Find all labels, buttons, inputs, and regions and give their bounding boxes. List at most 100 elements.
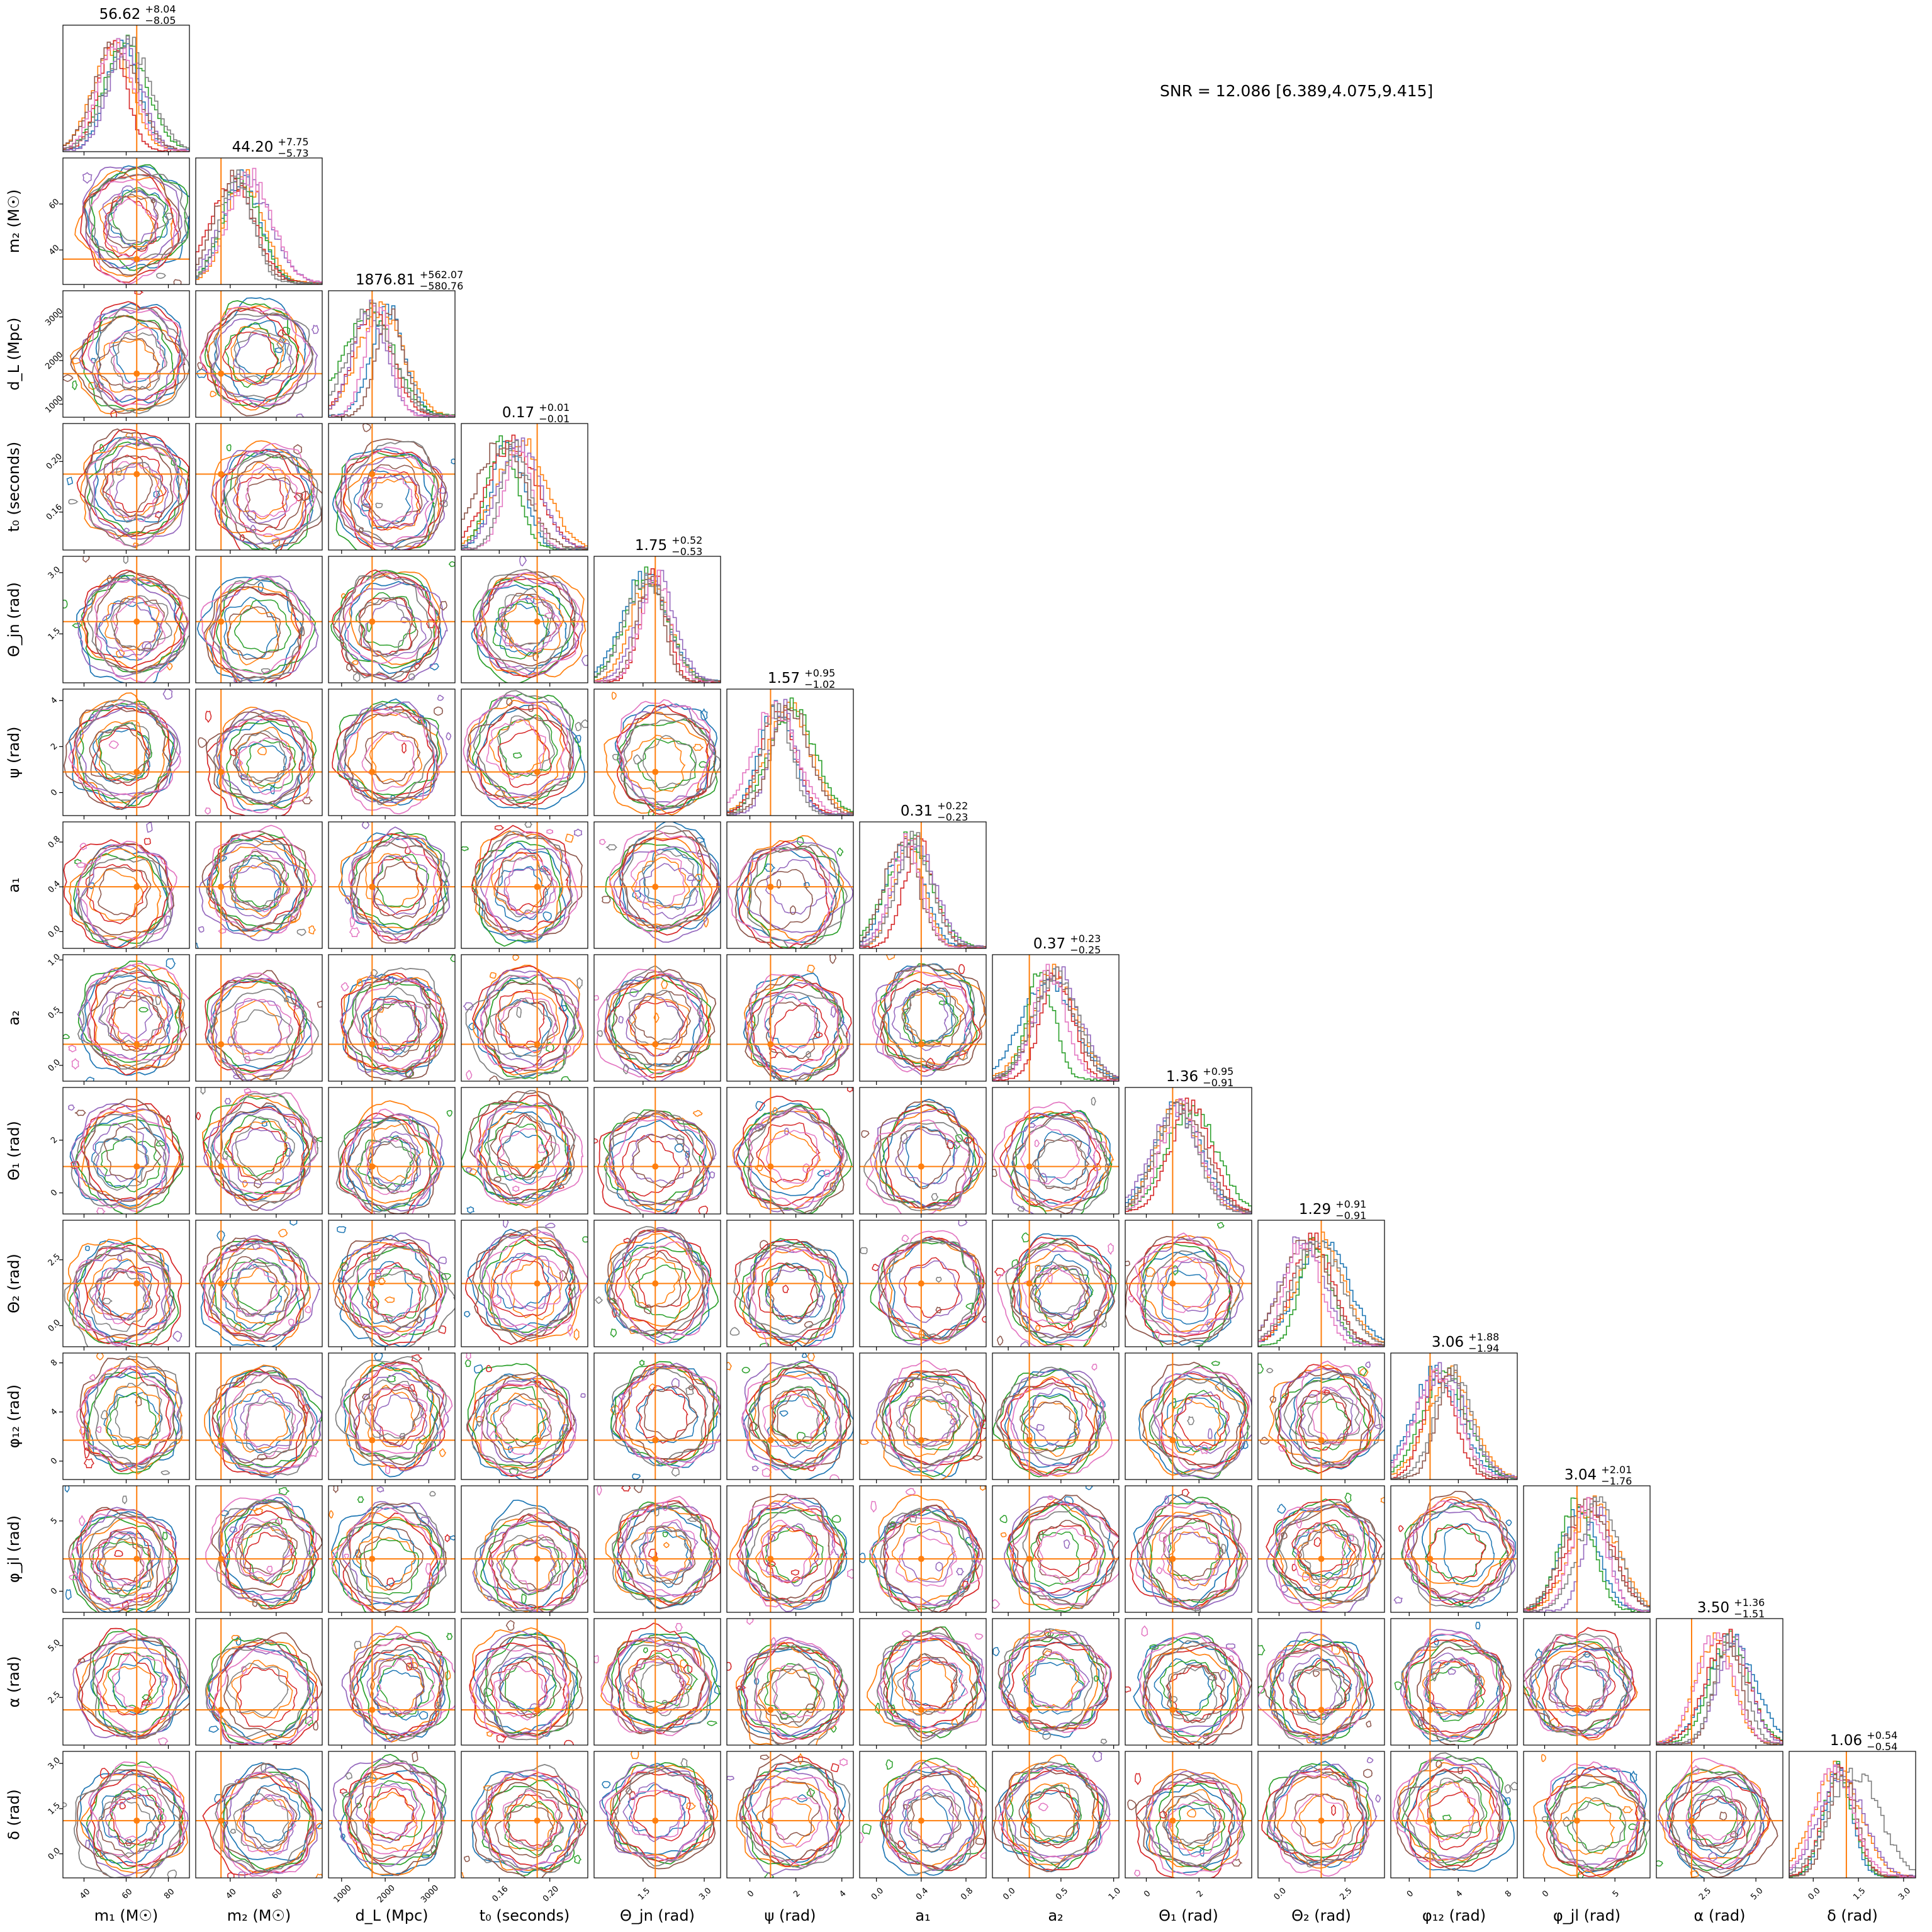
contour-inner-series-2: [490, 1392, 547, 1451]
contour-outer-series-6: [1524, 1641, 1629, 1732]
panel-frame: [328, 688, 456, 816]
contour-inner-series-7: [228, 1517, 295, 1576]
contour-inner-series-1: [491, 1253, 551, 1310]
contour-outer-series-6: [204, 308, 314, 417]
contour-outer-series-1: [200, 1241, 301, 1347]
contour-outer-series-8: [607, 1226, 705, 1334]
contour-inner-series-6: [490, 1113, 554, 1178]
contour-inner-series-5: [765, 859, 828, 915]
contour-psi-phijl: [726, 1485, 854, 1616]
x-axis-label-m1: m₁ (M☉): [94, 1907, 159, 1924]
y-tick-label-delta: 3.0: [47, 1756, 62, 1772]
contour-outer-series-8: [748, 991, 848, 1081]
contour-inner-series-4: [222, 331, 279, 385]
contour-inner-series-8: [1026, 1784, 1081, 1839]
y-axis-label-theta1: Θ₁ (rad): [5, 1121, 23, 1181]
title-plus-theta2: +0.91: [1335, 1198, 1366, 1210]
title-minus-psi: −1.02: [804, 678, 835, 690]
contour-outer-series-4: [736, 1505, 846, 1603]
contour-outer-series-7: [88, 1761, 186, 1868]
x-axis-label-thetajn: Θ_jn (rad): [620, 1907, 695, 1924]
contour-inner-series-4: [633, 1790, 691, 1841]
injection-point: [1026, 1280, 1033, 1287]
contour-inner-series-3: [359, 1539, 419, 1595]
contour-inner-series-7: [376, 1658, 435, 1716]
contour-inner-series-7: [1038, 1527, 1099, 1585]
contour-inner-series-5: [1685, 1794, 1748, 1847]
hist-series-7: [1656, 1632, 1783, 1745]
contour-inner-series-3: [233, 599, 291, 653]
contour-inner-series-5: [102, 185, 158, 245]
contour-inner-series-8: [631, 1525, 692, 1584]
x-tick-label-thetajn: 3.0: [697, 1886, 713, 1902]
contour-outer-series-6: [620, 712, 716, 809]
contour-outer-series-2: [1534, 1642, 1638, 1741]
contour-outer-series-5: [1548, 1767, 1646, 1867]
contour-outer-series-3: [611, 1632, 721, 1728]
contour-inner-series-2: [630, 996, 690, 1051]
contour-inner-series-5: [98, 1530, 155, 1587]
contour-outer-series-8: [747, 844, 848, 948]
contour-outer-series-1: [1140, 1250, 1233, 1346]
contour-outer-series-8: [225, 453, 322, 545]
contour-outer-series-6: [1142, 1361, 1247, 1466]
contour-inner-series-6: [906, 1653, 958, 1716]
contour-inner-series-7: [111, 1651, 165, 1710]
y-tick-label-alpha: 5.0: [47, 1638, 62, 1654]
contour-inner-series-4: [227, 1126, 288, 1181]
contour-inner-series-6: [628, 1250, 683, 1308]
contour-inner-series-5: [363, 601, 427, 656]
contour-inner-series-5: [373, 855, 428, 916]
contour-outer-series-7: [1402, 1632, 1502, 1739]
contour-psi-phi12: [726, 1352, 854, 1483]
contour-t0-a1: [461, 821, 588, 952]
contour-outer-series-5: [342, 1501, 446, 1605]
contour-inner-series-3: [243, 1521, 297, 1585]
contour-inner-series-2: [233, 1267, 290, 1327]
panel-frame: [859, 821, 987, 949]
contour-t0-psi: [461, 688, 588, 819]
contour-outer-series-8: [77, 1512, 172, 1612]
contour-outer-series-8: [87, 173, 189, 261]
contour-outer-series-3: [226, 721, 317, 809]
contour-outer-series-8: [1270, 1648, 1362, 1745]
panel-frame: [992, 1751, 1120, 1879]
panel-frame: [1257, 1751, 1385, 1879]
contour-outer-series-2: [67, 1238, 170, 1340]
contour-inner-series-6: [232, 732, 293, 784]
contour-t0-theta1: [461, 1087, 588, 1218]
panel-frame: [328, 1352, 456, 1480]
contour-outer-series-8: [620, 717, 721, 809]
contour-inner-series-8: [232, 1009, 293, 1062]
title-minus-m2: −5.73: [278, 147, 309, 159]
injection-point: [767, 884, 774, 890]
injection-point: [534, 1706, 541, 1713]
contour-outer-series-3: [71, 1516, 177, 1612]
contour-outer-series-5: [210, 976, 305, 1081]
hist-series-6: [1789, 1766, 1916, 1878]
panel-frame: [859, 954, 987, 1082]
contour-outer-series-5: [745, 1247, 843, 1340]
hist-series-5: [594, 570, 721, 683]
title-plus-phijl: +2.01: [1601, 1464, 1632, 1476]
contour-inner-series-7: [1291, 1793, 1345, 1854]
contour-inner-series-8: [375, 987, 428, 1053]
contour-inner-series-8: [1572, 1797, 1627, 1851]
injection-point: [369, 1041, 376, 1048]
contour-m1-phijl: 05: [49, 1485, 190, 1616]
x-tick-label-delta: 0.0: [1806, 1886, 1822, 1902]
contour-outer-series-4: [342, 1242, 443, 1346]
panel-frame: [1125, 1485, 1252, 1613]
contour-outer-series-5: [1144, 1510, 1240, 1610]
x-axis-label-phijl: φ_jl (rad): [1553, 1907, 1620, 1924]
contour-outer-series-5: [343, 1232, 448, 1334]
contour-inner-series-6: [237, 1522, 298, 1575]
panel-frame: [726, 1352, 854, 1480]
injection-point: [218, 618, 225, 625]
contour-outer-series-8: [93, 1356, 183, 1470]
injection-point: [534, 1280, 541, 1287]
contour-psi-theta2: [726, 1220, 854, 1351]
contour-outer-series-8: [213, 711, 305, 806]
hist-series-7: [196, 167, 322, 284]
contour-outer-series-1: [1404, 1766, 1515, 1872]
